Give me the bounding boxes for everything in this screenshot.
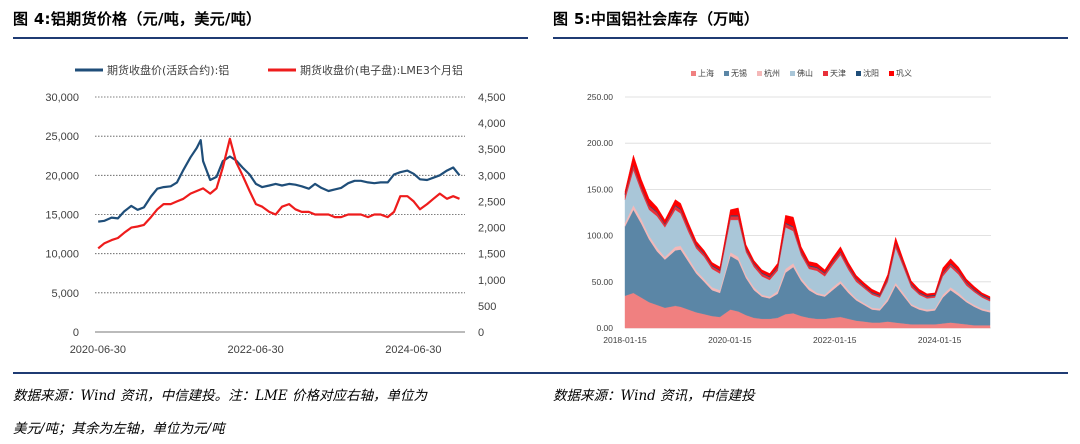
x-tick-label: 2022-01-15 xyxy=(813,335,857,345)
left-source-note-continued: 美元/吨；其余为左轴，单位为元/吨 xyxy=(13,421,225,437)
y-tick-label: 150.00 xyxy=(587,184,613,194)
left-title-rule xyxy=(13,37,528,39)
right-y-tick-label: 2,000 xyxy=(478,223,506,235)
legend-label: 天津 xyxy=(830,68,846,78)
y-tick-label: 100.00 xyxy=(587,231,613,241)
right-y-tick-label: 500 xyxy=(478,301,496,313)
legend-swatch xyxy=(790,71,795,76)
price-line-series-1 xyxy=(98,139,461,223)
legend-swatch xyxy=(889,71,894,76)
right-y-tick-label: 0 xyxy=(478,327,484,339)
left-y-tick-label: 0 xyxy=(73,327,79,339)
left-source-note: 数据来源：Wind 资讯，中信建投。注：LME 价格对应右轴，单位为 xyxy=(13,388,428,404)
right-y-tick-label: 4,000 xyxy=(478,118,506,130)
right-source-note: 数据来源：Wind 资讯，中信建投 xyxy=(553,388,755,404)
y-tick-label: 200.00 xyxy=(587,138,613,148)
right-title-rule xyxy=(553,37,1068,39)
right-y-tick-label: 1,000 xyxy=(478,275,506,287)
right-y-tick-label: 1,500 xyxy=(478,249,506,261)
left-y-tick-label: 25,000 xyxy=(45,131,79,143)
legend-swatch xyxy=(691,71,696,76)
right-y-tick-label: 3,500 xyxy=(478,144,506,156)
y-tick-label: 0.00 xyxy=(596,323,613,333)
legend-swatch xyxy=(823,71,828,76)
legend-swatch xyxy=(724,71,729,76)
aluminum-inventory-chart: 0.00 50.00 100.00 150.00 200.00 250.00 2018-01… xyxy=(587,68,991,345)
x-tick-label: 2022-06-30 xyxy=(227,344,283,356)
legend-label: 无锡 xyxy=(731,69,747,78)
footer-rule xyxy=(13,372,1068,374)
x-tick-label: 2024-06-30 xyxy=(385,344,441,356)
left-y-tick-label: 20,000 xyxy=(45,170,79,182)
y-tick-label: 250.00 xyxy=(587,92,613,102)
x-tick-label: 2024-01-15 xyxy=(918,335,962,345)
right-chart-title: 图 5:中国铝社会库存（万吨） xyxy=(553,10,760,28)
left-y-tick-label: 15,000 xyxy=(45,210,79,222)
left-chart-title: 图 4:铝期货价格（元/吨，美元/吨） xyxy=(13,10,262,28)
left-y-tick-label: 30,000 xyxy=(45,92,79,104)
right-y-tick-label: 4,500 xyxy=(478,92,506,104)
legend-label: 杭州 xyxy=(764,68,780,78)
legend-label: 期货收盘价(活跃合约):铝 xyxy=(107,63,229,77)
right-y-tick-label: 3,000 xyxy=(478,170,506,182)
x-tick-label: 2018-01-15 xyxy=(603,335,647,345)
legend-label: 期货收盘价(电子盘):LME3个月铝 xyxy=(300,63,463,77)
x-tick-label: 2020-06-30 xyxy=(70,344,126,356)
legend-swatch xyxy=(856,71,861,76)
x-tick-label: 2020-01-15 xyxy=(708,335,752,345)
left-y-tick-label: 5,000 xyxy=(51,288,79,300)
area-series-7 xyxy=(624,154,991,299)
legend-label: 佛山 xyxy=(797,68,813,78)
left-y-tick-label: 10,000 xyxy=(45,249,79,261)
price-line-series-2 xyxy=(97,137,460,250)
legend-label: 沈阳 xyxy=(863,68,879,78)
legend-swatch xyxy=(757,71,762,76)
legend-label: 上海 xyxy=(698,68,714,78)
y-tick-label: 50.00 xyxy=(592,277,614,287)
aluminum-futures-price-chart: 0 5,000 10,000 15,000 20,000 25,000 30,000 0 500… xyxy=(45,63,506,356)
right-y-tick-label: 2,500 xyxy=(478,196,506,208)
legend-label: 巩义 xyxy=(896,69,912,78)
